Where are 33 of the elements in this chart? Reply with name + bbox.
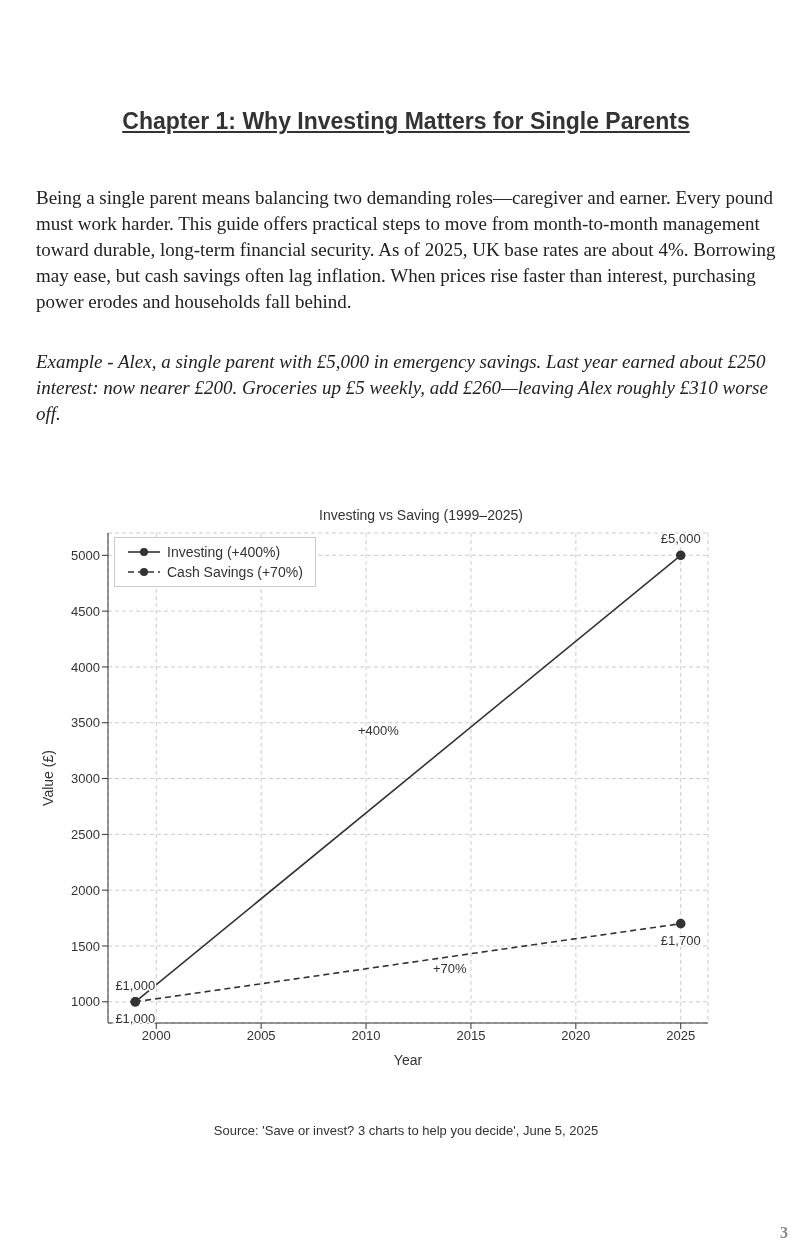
point	[675, 918, 686, 929]
y-tick-label: 1000	[71, 994, 100, 1010]
x-tick-label: 2020	[561, 1028, 591, 1044]
chart-title: Investing vs Saving (1999–2025)	[318, 507, 524, 523]
y-tick-label: 2500	[71, 826, 100, 842]
source-note: Source: 'Save or invest? 3 charts to help you decide', June 5, 2025	[212, 1123, 600, 1138]
x-axis-title: Year	[393, 1052, 423, 1068]
text: Being a single parent means balancing two demanding roles—caregiver and earner. Every pound must work harder. This guide offers practical steps to move from month-to-month management toward durable, long-term financial security. As of 2025, UK base rates are about 4%. Borrowing may ease, but cash savings often lag inflation. When prices rise faster than interest, purchasing power erodes and households fall behind.	[36, 186, 776, 314]
y-tick-label: 3500	[71, 715, 100, 731]
point	[675, 550, 686, 561]
data-label: £1,700	[660, 932, 701, 948]
y-tick-label: 4000	[71, 659, 100, 675]
x-tick-label: 2010	[351, 1028, 381, 1044]
data-label: £5,000	[660, 531, 701, 547]
x-tick-label: 2000	[141, 1028, 171, 1044]
text: 3	[780, 1224, 788, 1242]
text: Chapter 1: Why Investing Matters for Single Parents	[121, 108, 691, 135]
data-label: £1,000	[115, 977, 156, 993]
y-tick-label: 5000	[71, 547, 100, 563]
y-tick-label: 3000	[71, 771, 100, 787]
annotation: +400%	[358, 723, 399, 738]
x-tick-label: 2025	[666, 1028, 696, 1044]
y-tick-label: 1500	[71, 938, 100, 954]
legend-label: Investing (+400%)	[167, 543, 281, 562]
data-label: £1,000	[115, 1011, 156, 1027]
x-tick-label: 2015	[456, 1028, 486, 1044]
legend-label: Cash Savings (+70%)	[167, 563, 303, 582]
text: Example - Alex, a single parent with £5,000 in emergency savings. Last year earned about £250 interest: now nearer £200. Groceries up £5 weekly, add £260—leaving Alex roughly £310 worse off.	[36, 350, 769, 426]
annotation: +70%	[433, 961, 467, 976]
y-tick-label: 4500	[71, 603, 100, 619]
y-tick-label: 2000	[71, 882, 100, 898]
x-tick-label: 2005	[246, 1028, 276, 1044]
y-axis-title: Value (£)	[39, 750, 56, 806]
